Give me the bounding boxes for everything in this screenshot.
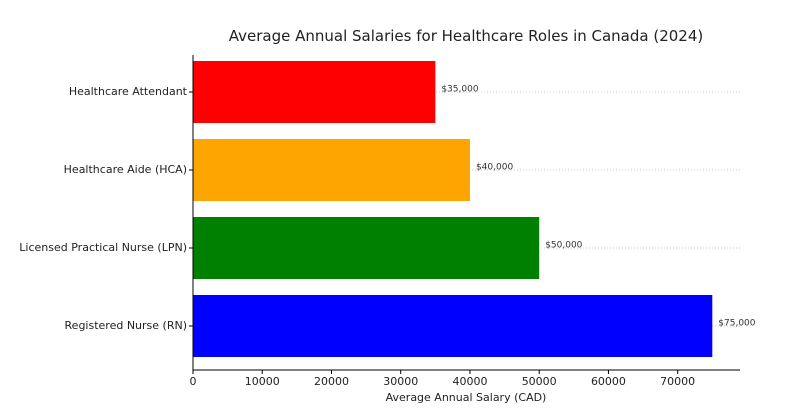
data-label: $75,000 [718,319,755,329]
category-labels: Healthcare Attendant Healthcare Aide (HCA… [19,85,187,332]
x-tick-label: 20000 [314,375,349,388]
x-tick-label: 10000 [245,375,280,388]
category-label: Registered Nurse (RN) [65,319,187,332]
data-label: $40,000 [476,163,513,173]
x-tick-label: 40000 [452,375,487,388]
bar-1 [193,61,436,123]
bar-3 [193,217,540,279]
data-label: $35,000 [441,85,478,95]
x-tick-label: 0 [190,375,197,388]
x-tick-label: 70000 [660,375,695,388]
category-label: Healthcare Aide (HCA) [64,163,187,176]
x-axis-label: Average Annual Salary (CAD) [386,391,547,404]
data-labels: $35,000 $40,000 $50,000 $75,000 [441,85,755,329]
bar-4 [193,295,713,357]
category-label: Healthcare Attendant [69,85,188,98]
x-tick-label: 30000 [383,375,418,388]
chart-title: Average Annual Salaries for Healthcare R… [229,27,704,45]
bar-2 [193,139,470,201]
bars [193,61,713,357]
x-axis-ticks: 0 10000 20000 30000 40000 50000 60000 70000 [189,91,695,388]
category-label: Licensed Practical Nurse (LPN) [19,241,187,254]
x-tick-label: 60000 [591,375,626,388]
data-label: $50,000 [545,241,582,251]
axes [192,55,740,371]
gridlines [193,91,740,327]
x-tick-label: 50000 [522,375,557,388]
